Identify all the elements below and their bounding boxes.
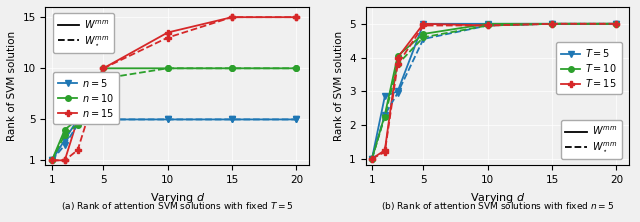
Text: (a) Rank of attention SVM solutions with fixed $T=5$: (a) Rank of attention SVM solutions with…: [61, 200, 294, 212]
Y-axis label: Rank of SVM solution: Rank of SVM solution: [7, 31, 17, 141]
Legend: $n=5$, $n=10$, $n=15$: $n=5$, $n=10$, $n=15$: [53, 72, 119, 124]
X-axis label: Varying $d$: Varying $d$: [150, 191, 205, 205]
Y-axis label: Rank of SVM solution: Rank of SVM solution: [333, 31, 344, 141]
X-axis label: Varying $d$: Varying $d$: [470, 191, 525, 205]
Text: (b) Rank of attention SVM solutions with fixed $n=5$: (b) Rank of attention SVM solutions with…: [381, 200, 614, 212]
Legend: $W^{mm}$, $W^{mm}_\star$: $W^{mm}$, $W^{mm}_\star$: [561, 120, 621, 159]
